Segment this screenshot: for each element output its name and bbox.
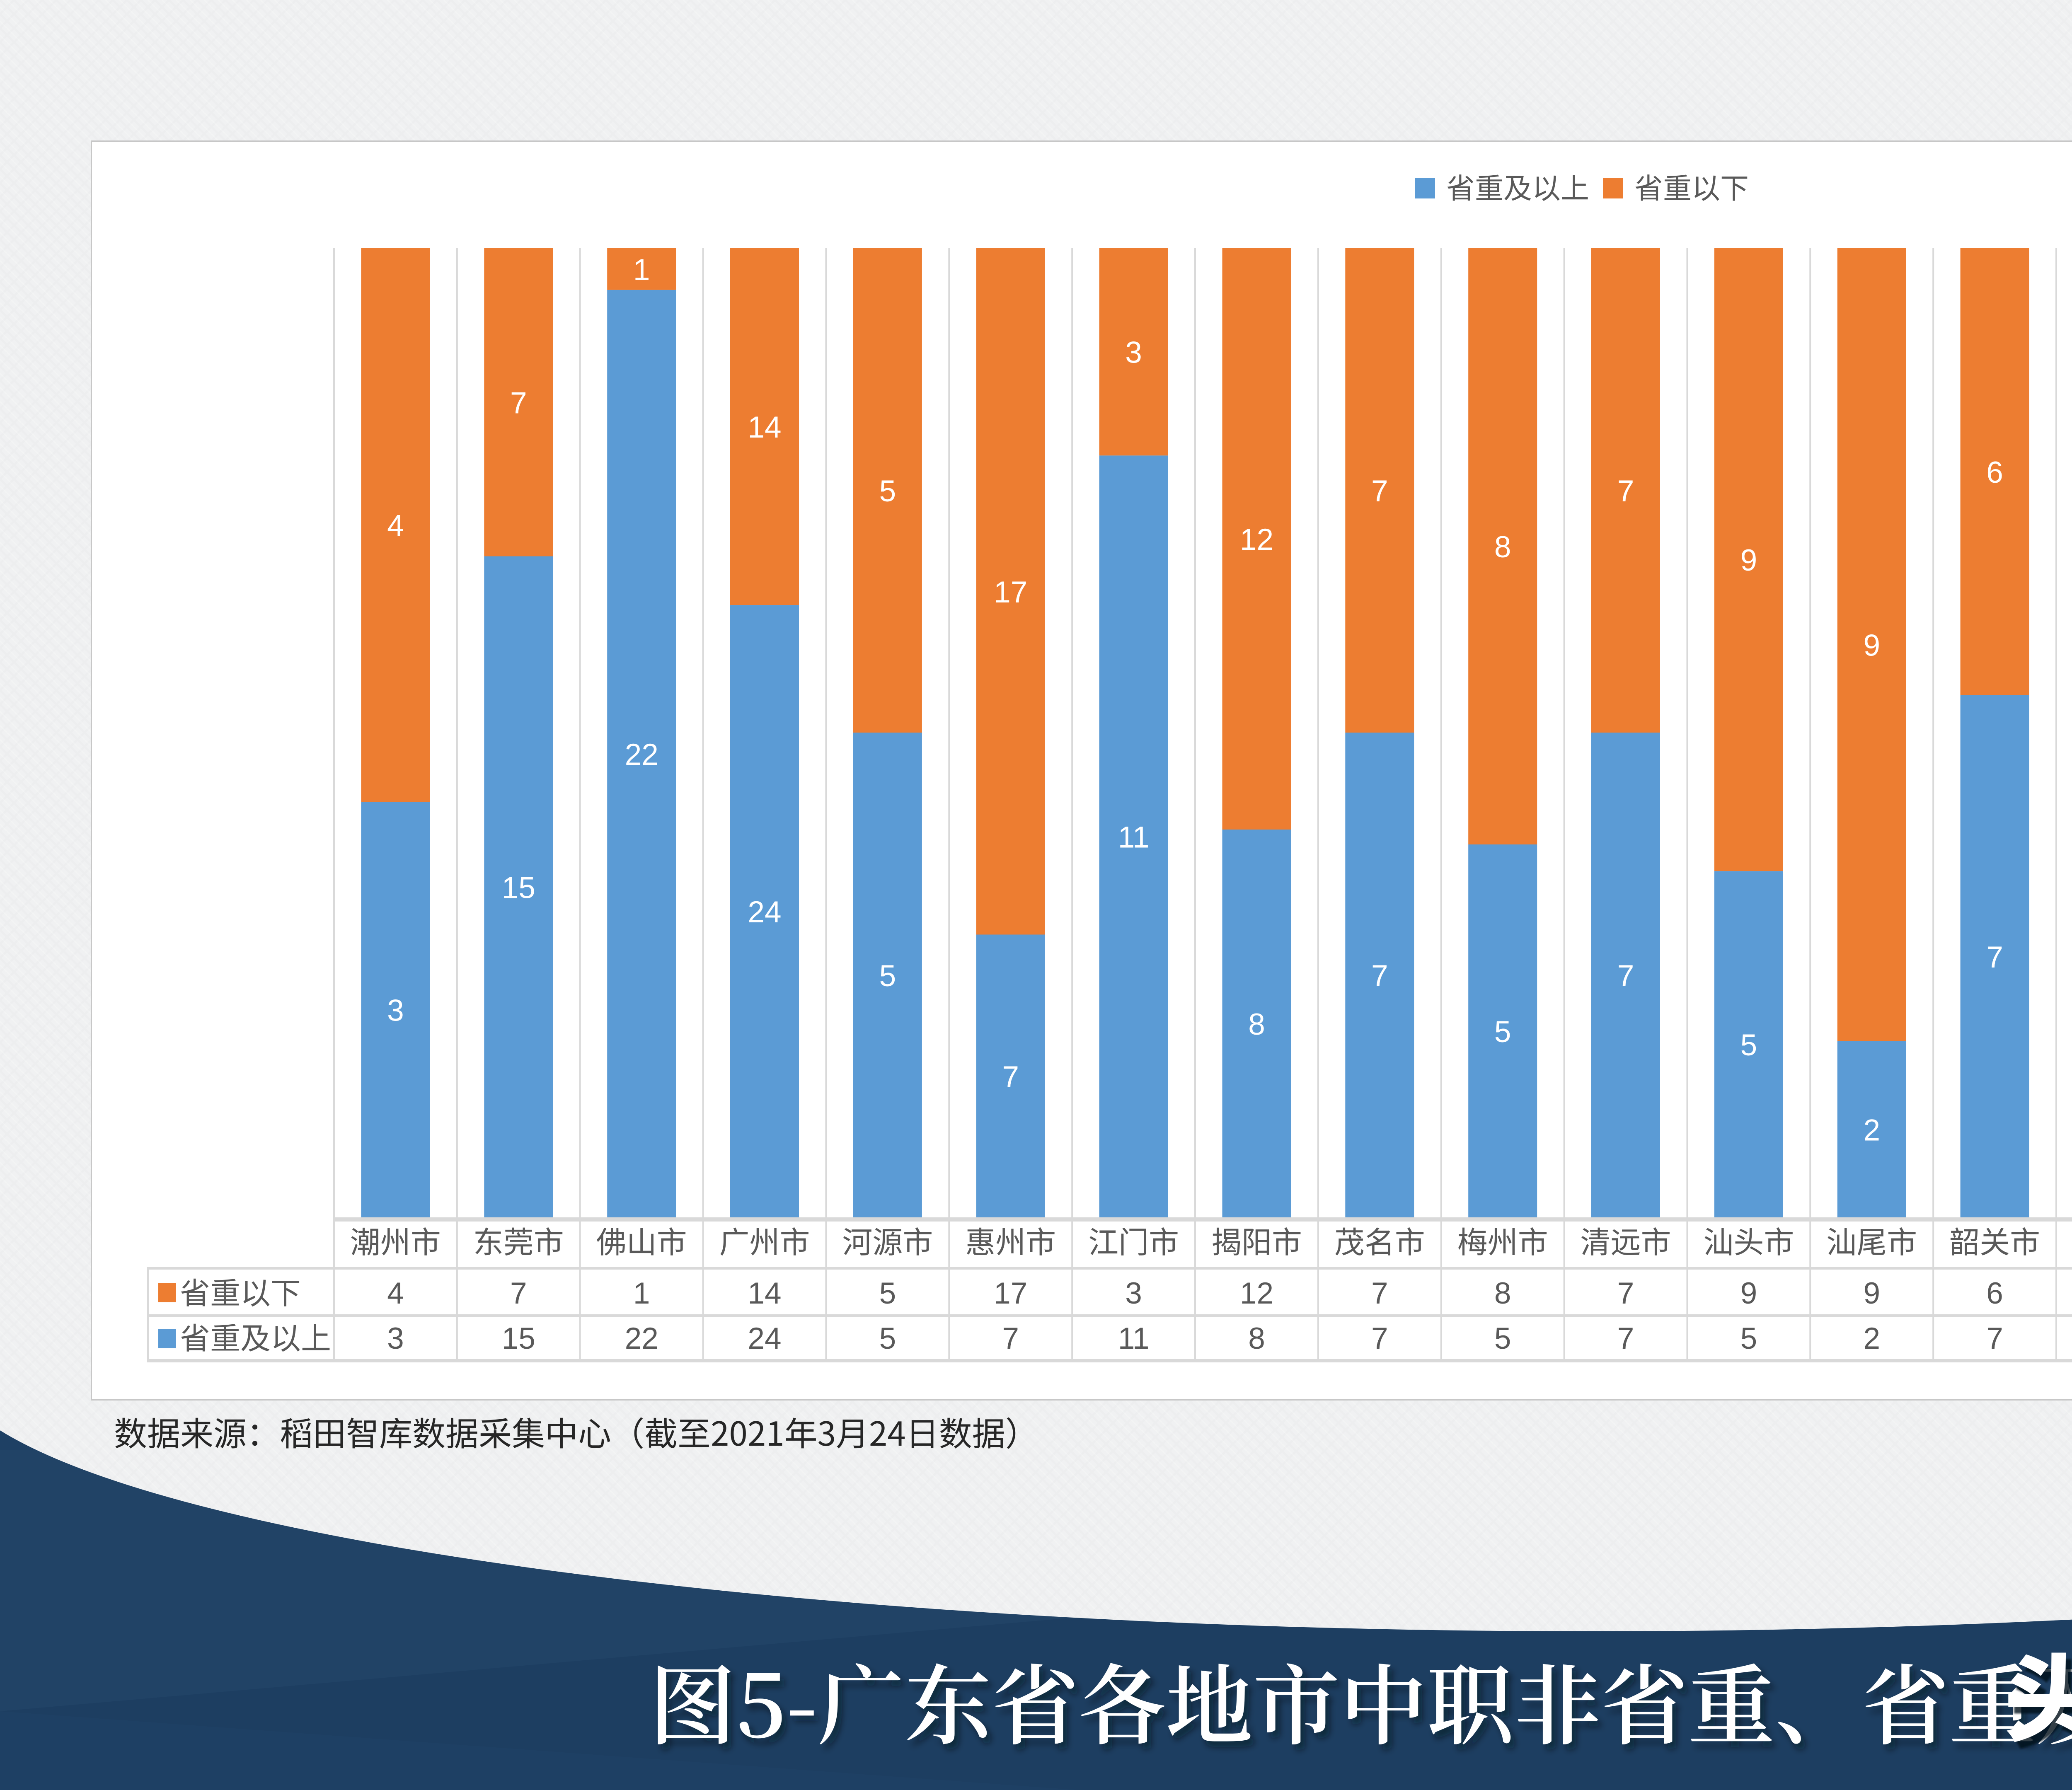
svg-text:3: 3	[387, 994, 404, 1028]
svg-text:7: 7	[1371, 1277, 1388, 1310]
svg-text:4: 4	[387, 509, 404, 543]
svg-text:14: 14	[748, 411, 781, 444]
svg-text:7: 7	[510, 386, 527, 420]
svg-text:4: 4	[387, 1277, 404, 1310]
svg-text:24: 24	[748, 895, 781, 929]
svg-text:7: 7	[1617, 959, 1634, 993]
svg-text:5: 5	[879, 474, 896, 508]
svg-text:15: 15	[502, 871, 535, 905]
svg-text:14: 14	[748, 1277, 781, 1310]
svg-text:17: 17	[994, 1277, 1027, 1310]
svg-text:5: 5	[1494, 1322, 1511, 1355]
svg-text:7: 7	[1371, 474, 1388, 508]
svg-text:9: 9	[1740, 544, 1757, 577]
svg-text:6: 6	[1986, 456, 2003, 489]
svg-text:1: 1	[633, 253, 650, 287]
svg-text:15: 15	[502, 1322, 535, 1355]
svg-text:12: 12	[1240, 1277, 1273, 1310]
svg-text:8: 8	[1248, 1008, 1265, 1041]
svg-text:7: 7	[1986, 941, 2003, 974]
svg-text:7: 7	[1371, 959, 1388, 993]
svg-text:5: 5	[1740, 1322, 1757, 1355]
svg-text:24: 24	[748, 1322, 781, 1355]
svg-text:9: 9	[1863, 1277, 1880, 1310]
svg-text:5: 5	[1494, 1015, 1511, 1049]
svg-text:8: 8	[1494, 530, 1511, 564]
svg-text:12: 12	[1240, 523, 1273, 556]
svg-text:11: 11	[1118, 1322, 1150, 1355]
svg-text:6: 6	[1986, 1277, 2003, 1310]
svg-text:22: 22	[625, 1322, 658, 1355]
svg-text:5: 5	[879, 1277, 896, 1310]
svg-text:8: 8	[1248, 1322, 1265, 1355]
svg-text:7: 7	[1617, 1322, 1634, 1355]
svg-text:7: 7	[1986, 1322, 2003, 1355]
svg-text:7: 7	[1002, 1060, 1019, 1094]
svg-text:3: 3	[1125, 1277, 1142, 1310]
svg-text:8: 8	[1494, 1277, 1511, 1310]
svg-text:1: 1	[633, 1277, 650, 1310]
svg-text:3: 3	[1125, 336, 1142, 370]
svg-text:7: 7	[510, 1277, 527, 1310]
svg-text:7: 7	[1617, 474, 1634, 508]
svg-text:5: 5	[879, 1322, 896, 1355]
svg-text:3: 3	[387, 1322, 404, 1355]
svg-text:11: 11	[1118, 821, 1150, 854]
svg-text:5: 5	[879, 959, 896, 993]
svg-text:9: 9	[1863, 629, 1880, 662]
svg-text:2: 2	[1863, 1113, 1880, 1147]
svg-text:17: 17	[994, 576, 1027, 609]
svg-text:22: 22	[625, 738, 658, 772]
svg-text:9: 9	[1740, 1277, 1757, 1310]
svg-text:7: 7	[1371, 1322, 1388, 1355]
svg-text:2: 2	[1863, 1322, 1880, 1355]
svg-text:7: 7	[1617, 1277, 1634, 1310]
svg-text:7: 7	[1002, 1322, 1019, 1355]
svg-text:5: 5	[1740, 1028, 1757, 1062]
